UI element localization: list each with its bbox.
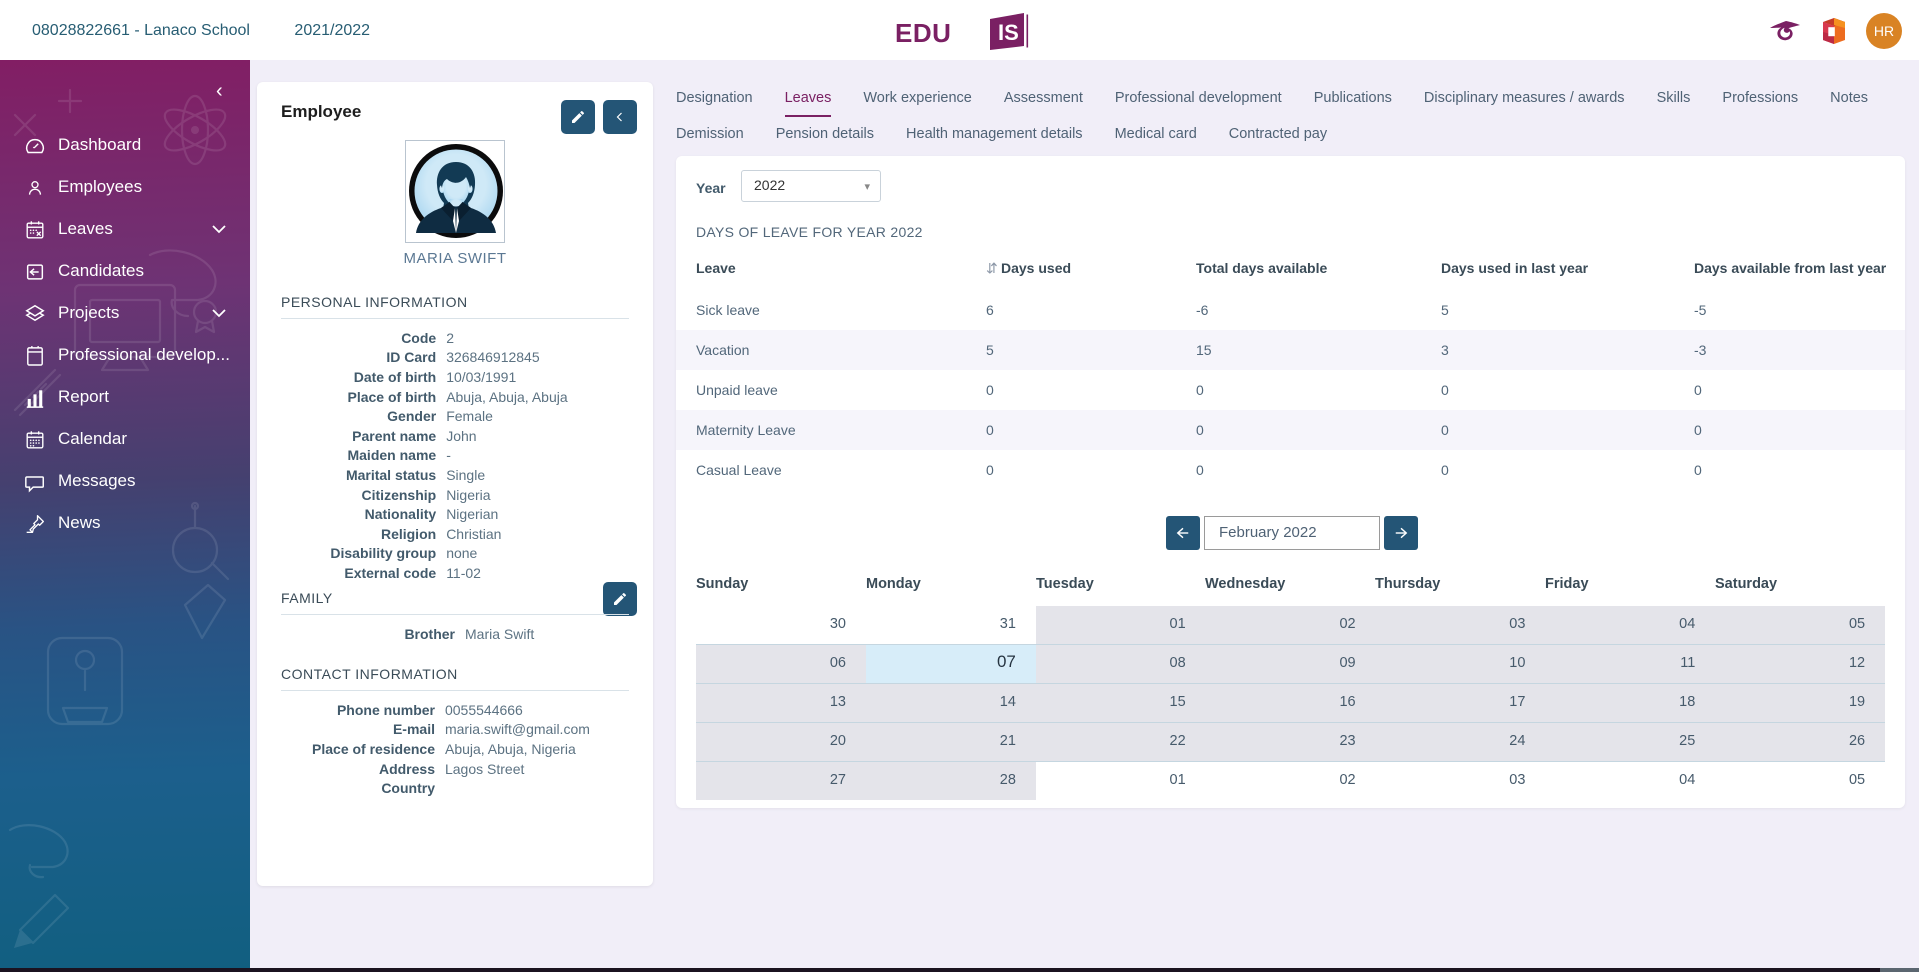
svg-text:EDU: EDU <box>895 18 951 48</box>
svg-text:IS: IS <box>998 20 1019 45</box>
